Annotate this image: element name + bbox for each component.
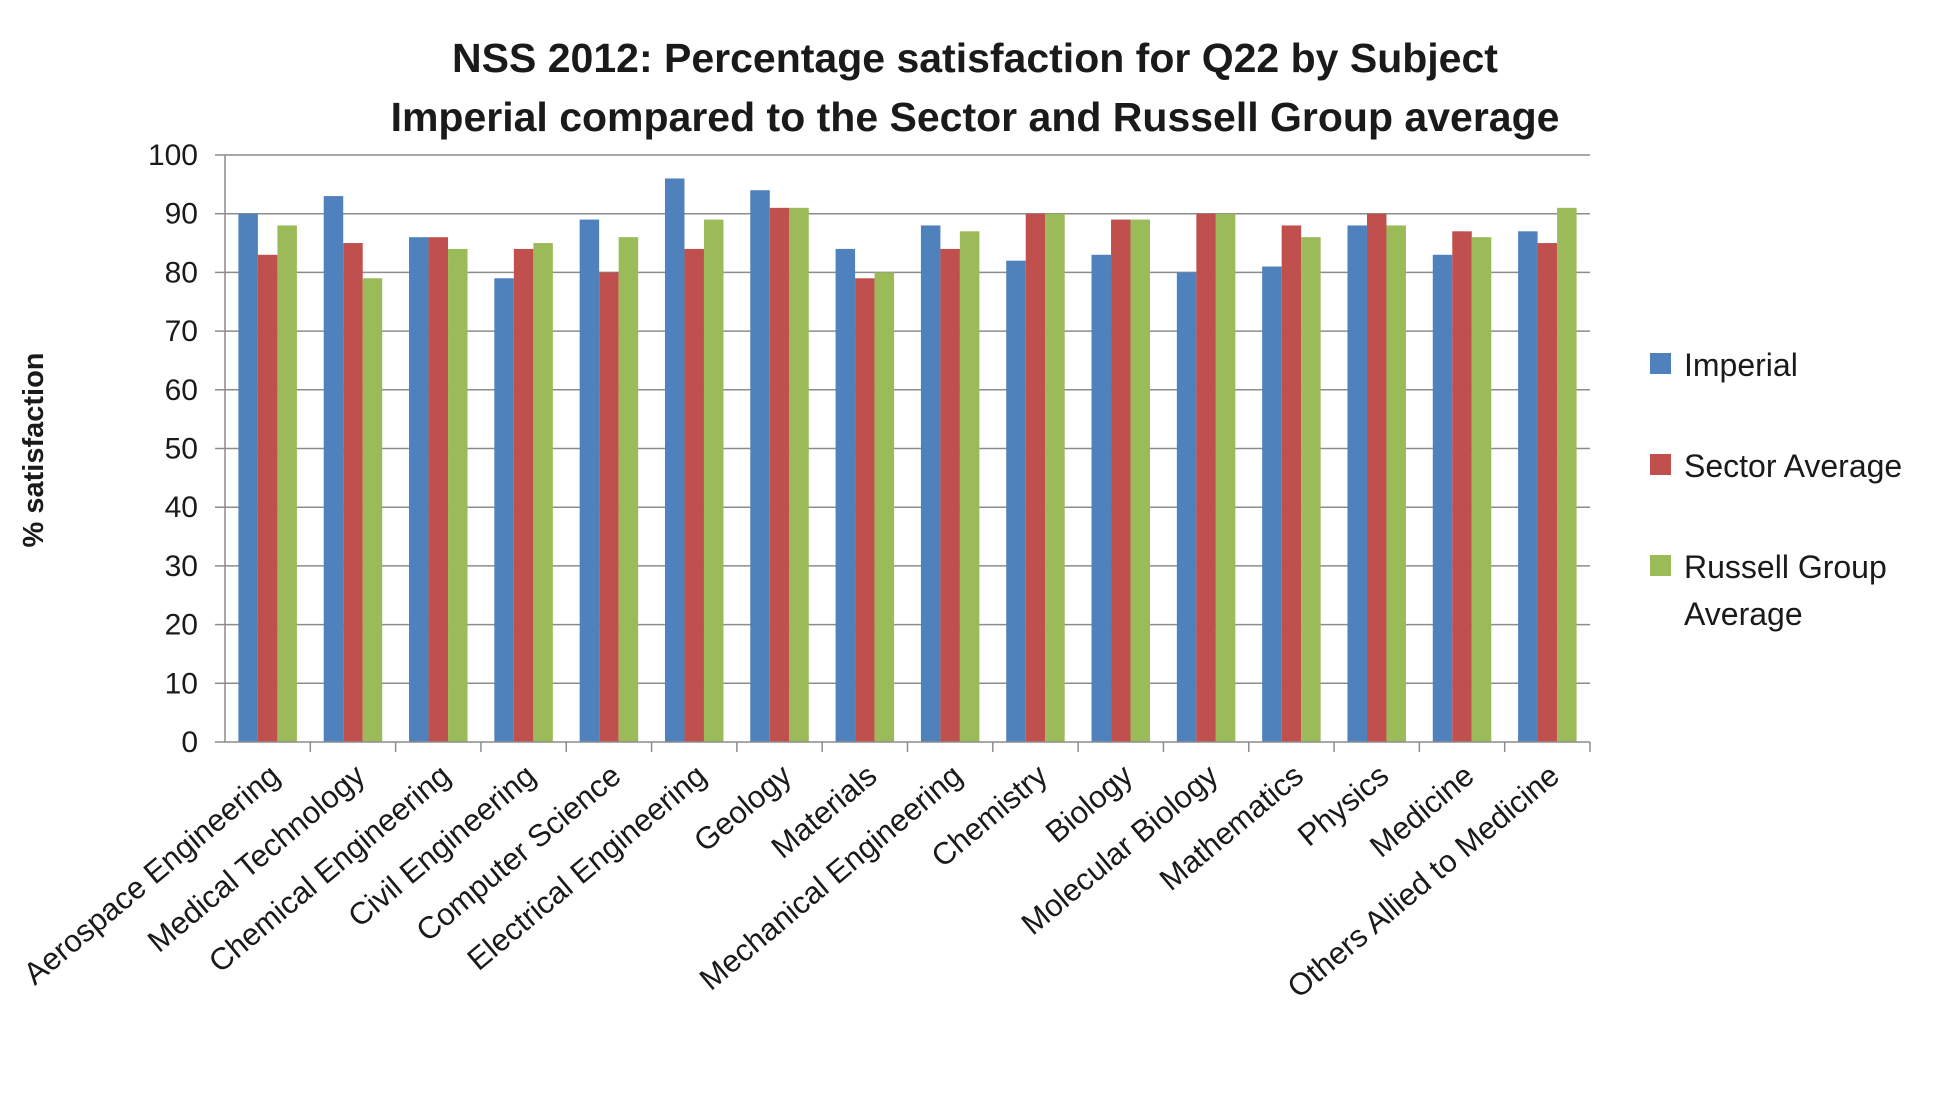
bar-russell-group-average: [448, 248, 468, 743]
bar-russell-group-average: [1301, 237, 1321, 742]
bar-russell-group-average: [959, 231, 980, 742]
legend-swatch: [1650, 555, 1671, 576]
bar-sector-average: [1196, 213, 1216, 742]
bar-imperial: [664, 178, 685, 743]
bar-russell-group-average: [1215, 213, 1236, 742]
legend-label: Sector Average: [1684, 448, 1902, 484]
bar-sector-average: [940, 248, 960, 743]
bar-russell-group-average: [789, 207, 809, 742]
bar-russell-group-average: [1471, 237, 1492, 742]
bar-sector-average: [684, 248, 704, 743]
y-tick-label: 90: [165, 198, 198, 231]
legend-label: Imperial: [1684, 347, 1798, 383]
bar-imperial: [579, 219, 600, 742]
y-tick-label: 10: [165, 667, 198, 700]
bar-sector-average: [343, 243, 363, 743]
legend-label: Russell Group: [1684, 549, 1887, 585]
bar-imperial: [1176, 272, 1197, 742]
bar-imperial: [1518, 231, 1538, 742]
legend-swatch: [1650, 454, 1671, 475]
bar-imperial: [920, 225, 941, 742]
axes: [215, 154, 1591, 752]
y-tick-label: 30: [165, 550, 198, 583]
legend-label: Average: [1684, 596, 1803, 632]
y-tick-label: 0: [181, 726, 198, 759]
bar-sector-average: [1111, 219, 1131, 742]
bar-sector-average: [257, 254, 278, 743]
y-tick-label: 50: [165, 433, 198, 466]
y-axis-label: % satisfaction: [18, 353, 50, 548]
y-tick-label: 80: [165, 256, 198, 289]
bar-imperial: [1432, 254, 1453, 743]
bar-imperial: [1262, 266, 1282, 742]
bar-sector-average: [769, 207, 790, 742]
legend: Imperial Sector Average Russell Group Avera…: [1650, 347, 1902, 632]
bar-sector-average: [1366, 213, 1387, 742]
y-tick-label: 70: [165, 315, 198, 348]
bar-imperial: [1091, 254, 1112, 743]
bar-russell-group-average: [277, 225, 297, 742]
bar-sector-average: [599, 272, 619, 742]
bars: [238, 178, 1577, 743]
y-tick-labels: 0 10 20 30 40 50 60 70 80 90 100: [148, 139, 198, 759]
bar-imperial: [238, 213, 258, 742]
bar-sector-average: [855, 278, 875, 742]
bar-sector-average: [1537, 243, 1558, 743]
bar-imperial: [409, 237, 429, 742]
bar-imperial: [1347, 225, 1367, 742]
bar-russell-group-average: [1045, 213, 1065, 742]
bar-russell-group-average: [618, 237, 639, 742]
bar-sector-average: [1281, 225, 1302, 742]
bar-russell-group-average: [1386, 225, 1406, 742]
bar-russell-group-average: [1557, 207, 1577, 742]
chart-title: NSS 2012: Percentage satisfaction for Q2…: [391, 35, 1560, 140]
y-tick-label: 20: [165, 609, 198, 642]
bar-imperial: [1006, 260, 1026, 742]
chart-title-line-2: Imperial compared to the Sector and Russ…: [391, 94, 1560, 140]
bar-sector-average: [428, 237, 449, 742]
y-tick-label: 100: [148, 139, 198, 172]
y-tick-label: 40: [165, 491, 198, 524]
chart-title-line-1: NSS 2012: Percentage satisfaction for Q2…: [452, 35, 1498, 81]
bar-imperial: [494, 278, 514, 742]
bar-sector-average: [513, 248, 534, 743]
bar-imperial: [835, 248, 856, 743]
bar-sector-average: [1452, 231, 1472, 742]
legend-swatch: [1650, 353, 1671, 374]
bar-russell-group-average: [1130, 219, 1151, 742]
bar-russell-group-average: [703, 219, 724, 742]
bar-russell-group-average: [362, 278, 383, 742]
bar-russell-group-average: [533, 243, 553, 743]
bar-imperial: [750, 190, 770, 743]
bar-sector-average: [1025, 213, 1046, 742]
bar-russell-group-average: [874, 272, 895, 742]
bar-imperial: [323, 196, 344, 743]
y-tick-label: 60: [165, 374, 198, 407]
